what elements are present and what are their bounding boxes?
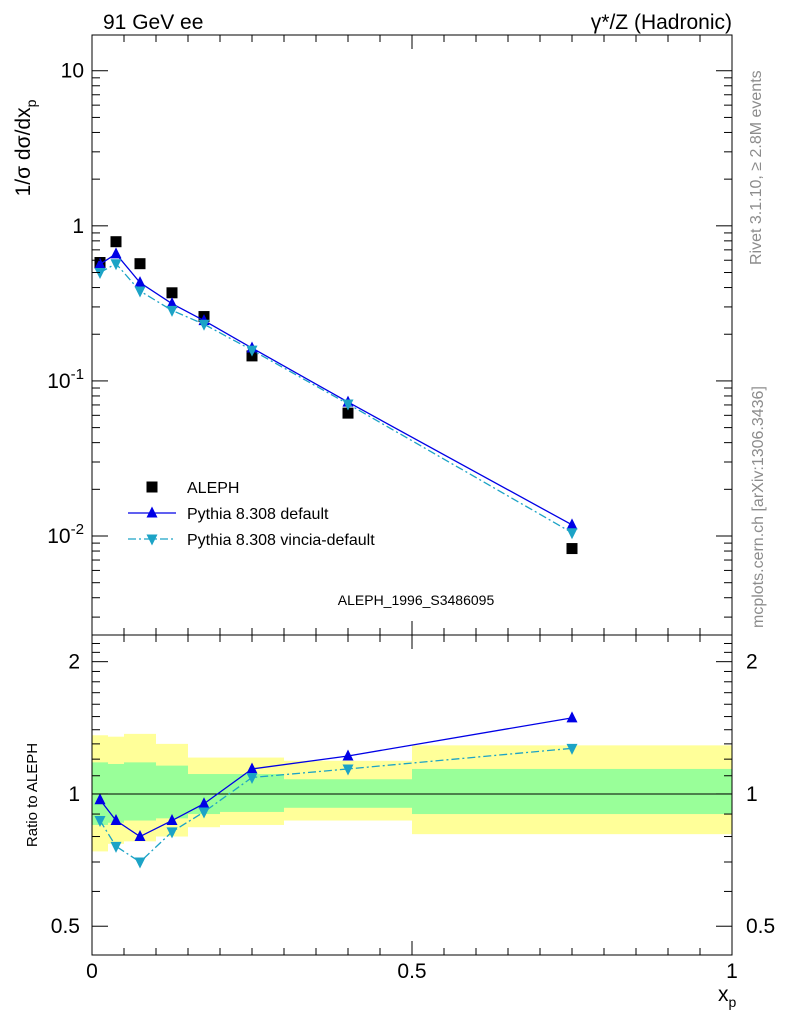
ratio-ytick-label-right: 2 (746, 651, 758, 674)
ratio-axis-ticks: 2 2 1 1 0.5 0.5 0 0.5 1 (51, 634, 775, 983)
main-series-1-point (94, 257, 106, 269)
main-series-0-point (566, 543, 578, 555)
ratio-series-1-line (99, 747, 573, 863)
ratio-panel: 2 2 1 1 0.5 0.5 0 0.5 1 Ratio to ALEPH xp (24, 634, 775, 1010)
main-series-0-point (134, 258, 146, 270)
ratio-band-inner (108, 763, 124, 823)
ratio-series-0-point (94, 793, 106, 805)
ratio-series-1-point (342, 764, 354, 776)
main-series-2-point (246, 345, 258, 357)
ratio-xtick-label: 0 (86, 960, 98, 983)
ratio-series-0-point (246, 762, 258, 774)
legend-marker-0 (146, 481, 158, 493)
header-right-label: γ*/Z (Hadronic) (591, 11, 732, 34)
main-series-0-point (166, 287, 178, 299)
mcplots-watermark: mcplots.cern.ch [arXiv:1306.3436] (750, 386, 767, 628)
legend: ALEPH Pythia 8.308 default Pythia 8.308 vi… (128, 480, 375, 549)
main-series-0-point (110, 236, 122, 248)
main-series-1-point (566, 518, 578, 530)
main-series-2-point (166, 305, 178, 317)
main-ytick-label: 10 (61, 60, 84, 83)
ratio-band-inner (156, 765, 188, 819)
main-ytick-label-exponent: -2 (71, 521, 84, 538)
ratio-band-inner (124, 762, 156, 821)
main-series-2-point (566, 528, 578, 540)
main-series-2-point (110, 259, 122, 271)
ratio-series-1-point (198, 807, 210, 819)
ratio-series-0-point (110, 814, 122, 826)
main-series-2-line (99, 262, 573, 534)
ratio-ytick-label-right: 1 (746, 783, 758, 806)
ratio-xtick-label: 0.5 (397, 960, 426, 983)
main-series-1-point (110, 247, 122, 259)
ratio-xlabel-subscript: p (729, 994, 737, 1010)
main-ytick-label: 1 (72, 215, 84, 238)
main-series-2-point (134, 286, 146, 298)
ratio-xlabel-text: x (718, 983, 729, 1006)
ratio-ytick-label: 0.5 (51, 915, 80, 938)
main-ytick-label-base: 10 (47, 370, 70, 393)
ratio-series-1-point (166, 827, 178, 839)
ratio-series-0-point (342, 749, 354, 761)
ratio-series-1-point (134, 857, 146, 869)
main-series-2-point (198, 319, 210, 331)
main-ylabel-text: 1/σ dσ/dx (12, 107, 35, 196)
ratio-series-1-point (94, 816, 106, 828)
legend-marker-1 (146, 506, 158, 518)
rivet-watermark: Rivet 3.1.10, ≥ 2.8M events (748, 70, 765, 265)
ratio-series-1-point (566, 743, 578, 755)
ratio-band-inner (412, 768, 732, 815)
main-series-1-point (166, 297, 178, 309)
ratio-series-0-point (134, 830, 146, 842)
main-plot-area (94, 236, 578, 555)
main-series-2-point (94, 268, 106, 280)
ratio-series-1-point (110, 841, 122, 853)
ratio-ytick-label-right: 0.5 (746, 915, 775, 938)
legend-label-2: Pythia 8.308 vincia-default (187, 532, 375, 549)
ratio-series-0-point (198, 797, 210, 809)
ratio-series-0-point (566, 711, 578, 723)
main-series-2-point (342, 399, 354, 411)
main-series-0-point (342, 407, 354, 419)
ratio-ytick-label: 2 (68, 651, 80, 674)
main-series-1-line (99, 252, 573, 526)
main-ylabel-subscript: p (23, 99, 39, 107)
ratio-plot-area (92, 711, 732, 869)
ratio-series-1-point (246, 772, 258, 784)
analysis-watermark: ALEPH_1996_S3486095 (338, 592, 495, 608)
ratio-ylabel: Ratio to ALEPH (24, 743, 41, 847)
main-series-1-point (134, 276, 146, 288)
legend-label-0: ALEPH (187, 480, 239, 497)
ratio-xtick-label: 1 (726, 960, 738, 983)
ratio-xlabel: xp (718, 983, 737, 1010)
main-ytick-label-exponent: -1 (71, 366, 84, 383)
ratio-ytick-label: 1 (68, 783, 80, 806)
main-ytick-label-base: 10 (47, 525, 70, 548)
main-ytick-label: 10-1 (47, 366, 84, 393)
legend-marker-2 (146, 534, 158, 546)
main-ytick-label: 10-2 (47, 521, 84, 548)
ratio-series-0-point (166, 814, 178, 826)
legend-label-1: Pythia 8.308 default (187, 506, 329, 523)
main-ylabel: 1/σ dσ/dxp (12, 99, 39, 196)
header-left-label: 91 GeV ee (103, 11, 203, 34)
